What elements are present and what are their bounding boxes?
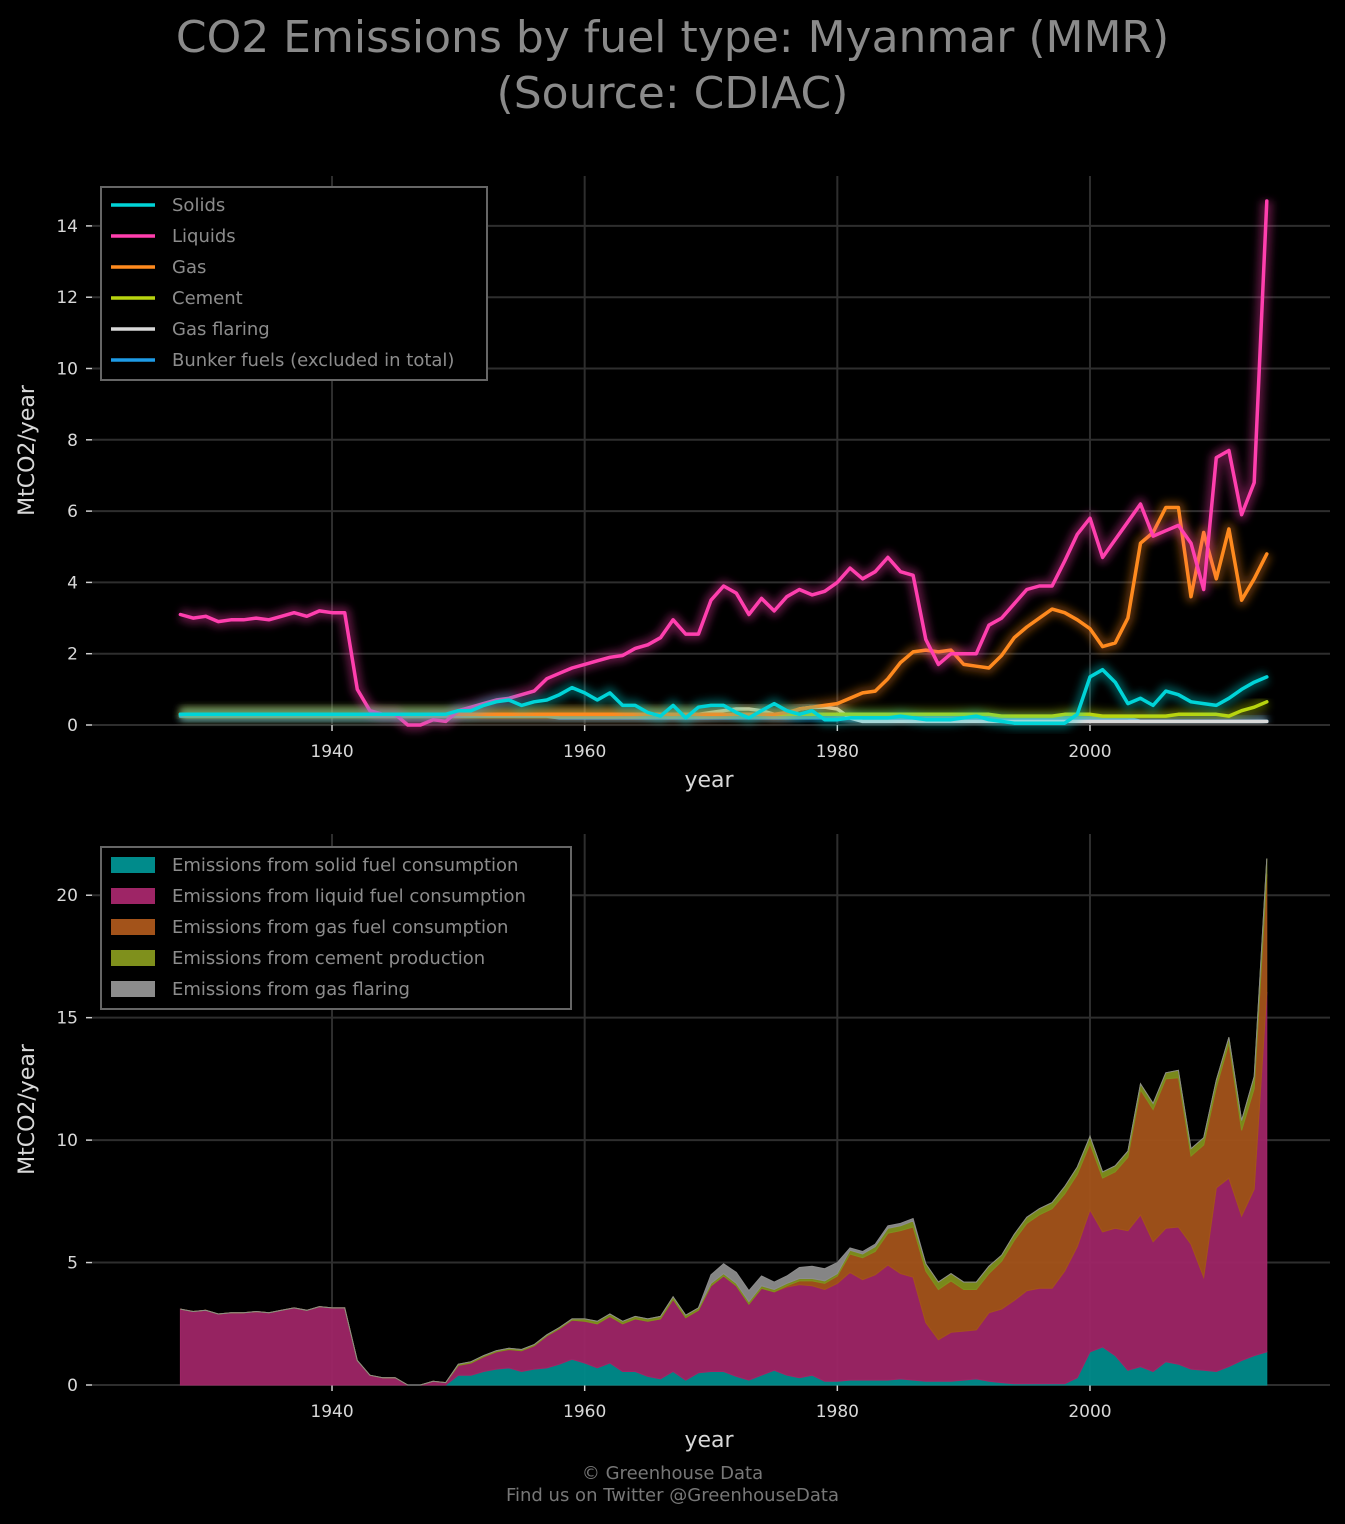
legend-box (100, 846, 572, 1010)
x-tick-label: 1960 (563, 1402, 606, 1422)
legend-box (100, 186, 488, 381)
legend-swatch-4 (111, 981, 155, 997)
chart-title: CO2 Emissions by fuel type: Myanmar (MMR… (0, 10, 1345, 122)
legend-label-0: Solids (172, 195, 225, 216)
x-tick-label: 2000 (1068, 742, 1111, 762)
data-layer (179, 858, 1268, 1386)
x-tick-label: 1940 (310, 742, 353, 762)
y-axis-label: MtCO2/year (15, 384, 40, 516)
footer: © Greenhouse Data Find us on Twitter @Gr… (0, 1463, 1345, 1507)
x-axis-label: year (684, 1428, 734, 1453)
legend-label-2: Gas (172, 257, 206, 278)
title-line-2: (Source: CDIAC) (496, 68, 849, 119)
y-tick-label: 20 (56, 886, 78, 906)
legend-label-3: Cement (172, 288, 243, 309)
legend-label-1: Liquids (172, 226, 236, 247)
footer-twitter: Find us on Twitter @GreenhouseData (505, 1485, 840, 1506)
area-series-4 (180, 858, 1268, 1386)
title-line-1: CO2 Emissions by fuel type: Myanmar (MMR… (175, 12, 1170, 63)
legend-swatch-1 (111, 888, 155, 904)
y-tick-label: 10 (56, 360, 78, 380)
y-tick-label: 12 (56, 288, 78, 308)
y-tick-label: 15 (56, 1009, 78, 1029)
footer-copyright: © Greenhouse Data (581, 1463, 764, 1484)
series-line-1 (178, 199, 1269, 727)
y-tick-label: 0 (67, 1376, 78, 1396)
data-layer (178, 199, 1273, 731)
y-tick-label: 8 (67, 431, 78, 451)
legend-label-4: Emissions from gas flaring (172, 979, 410, 1000)
chart-2: 1940 1960 1980 2000 0 5 10 15 20 year MtCO2/year Em… (15, 834, 1330, 1453)
x-axis-label: year (684, 768, 734, 793)
grid-lines (92, 176, 1330, 726)
legend-label-0: Emissions from solid fuel consumption (172, 855, 518, 876)
legend-label-2: Emissions from gas fuel consumption (172, 917, 508, 938)
y-tick-label: 10 (56, 1131, 78, 1151)
series-line-0 (178, 667, 1269, 725)
legend-swatch-3 (111, 950, 155, 966)
chart-1: 1940 1960 1980 2000 0 2 4 6 8 10 12 14 year MtCO2/yea… (15, 176, 1330, 793)
x-tick-label: 2000 (1068, 1402, 1111, 1422)
x-tick-label: 1940 (310, 1402, 353, 1422)
legend-swatch-2 (111, 919, 155, 935)
y-tick-label: 14 (56, 217, 78, 237)
legend-label-1: Emissions from liquid fuel consumption (172, 886, 526, 907)
legend-label-4: Gas flaring (172, 319, 270, 340)
y-axis-label: MtCO2/year (15, 1043, 40, 1175)
legend-swatch-0 (111, 857, 155, 873)
legend: Emissions from solid fuel consumption Emi… (100, 846, 572, 1010)
x-tick-label: 1980 (816, 742, 859, 762)
legend-label-5: Bunker fuels (excluded in total) (172, 350, 454, 371)
y-tick-label: 0 (67, 716, 78, 736)
y-tick-label: 2 (67, 645, 78, 665)
x-tick-label: 1960 (563, 742, 606, 762)
y-tick-label: 5 (67, 1254, 78, 1274)
y-tick-label: 4 (67, 573, 78, 593)
legend: Solids Liquids Gas Cement Gas flaring Bunker … (100, 186, 488, 381)
y-tick-label: 6 (67, 502, 78, 522)
legend-label-3: Emissions from cement production (172, 948, 485, 969)
x-tick-label: 1980 (816, 1402, 859, 1422)
